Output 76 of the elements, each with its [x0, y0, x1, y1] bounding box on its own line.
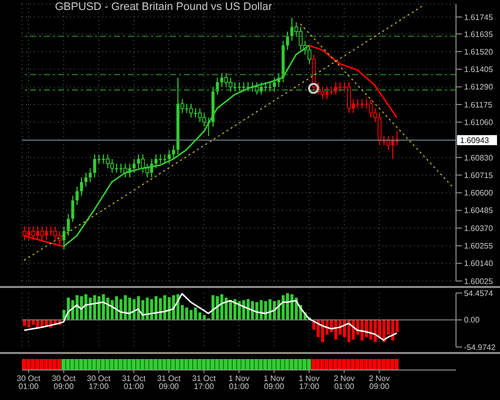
y-tick-label: 1.61060 [464, 118, 494, 128]
y-tick-label: 1.60140 [464, 259, 494, 268]
x-tick-label: 30 Oct 17:00 [86, 374, 112, 391]
chart-title: GBPUSD - Great Britain Pound vs US Dollar [55, 1, 272, 13]
bar [128, 298, 132, 320]
y-tick-label: 1.60715 [464, 170, 494, 180]
ref-line-label: 1.60943 [460, 136, 490, 146]
candlestick [338, 82, 342, 92]
y-tick-label: 1.60370 [464, 224, 494, 233]
x-tick-label: 31 Oct 17:00 [192, 374, 216, 391]
candlestick [334, 82, 338, 96]
candlestick [286, 31, 290, 51]
candlestick [154, 154, 158, 169]
candlestick [216, 77, 219, 96]
y-tick-label: 1.60025 [464, 276, 494, 286]
bar [220, 294, 224, 320]
candlestick [88, 168, 92, 183]
bar [146, 298, 149, 320]
candlestick [320, 86, 324, 100]
candlestick [163, 154, 166, 164]
candlestick [168, 149, 171, 164]
candlestick [53, 226, 58, 241]
candlestick [80, 176, 83, 196]
y-tick-label: 1.61175 [464, 100, 493, 110]
bar [168, 297, 171, 320]
bar [185, 308, 188, 320]
y-tick-label: 0.00 [464, 316, 480, 325]
bar [163, 295, 166, 320]
x-tick-label: 1 Nov 01:00 [228, 374, 250, 391]
candlestick [93, 154, 96, 178]
x-tick-label: 30 Oct 09:00 [52, 374, 76, 391]
candlestick [202, 112, 206, 128]
candlestick [132, 158, 136, 174]
candlestick [268, 82, 272, 92]
y-tick-label: 1.61405 [464, 65, 494, 74]
candlestick [368, 98, 373, 118]
line-series [308, 44, 398, 118]
x-tick-label: 2 Nov 01:00 [334, 374, 355, 391]
candlestick [272, 77, 276, 92]
x-tick-label: 2 Nov 09:00 [368, 374, 390, 391]
x-tick-label: 1 Nov 09:00 [264, 374, 285, 391]
candlestick [356, 98, 360, 109]
y-tick-label: 1.61635 [464, 30, 494, 39]
candlestick [71, 195, 74, 222]
y-tick-label: -54.9742 [464, 342, 496, 352]
y-tick-label: 54.4574 [464, 288, 494, 298]
y-tick-label: 1.61520 [464, 47, 494, 56]
y-tick-label: 1.60830 [464, 153, 494, 162]
candlestick [110, 158, 114, 174]
candlestick [76, 186, 79, 206]
x-tick-label: 31 Oct 01:00 [122, 374, 146, 391]
bar [260, 300, 263, 320]
candlestick [347, 82, 351, 114]
candlestick [238, 82, 241, 92]
candlestick [189, 103, 193, 118]
candlestick [106, 154, 110, 169]
y-tick-label: 1.60485 [464, 206, 494, 216]
x-tick-label: 30 Oct 01:00 [16, 374, 42, 391]
y-tick-label: 1.60600 [464, 188, 494, 198]
bar [88, 298, 92, 320]
y-tick-label: 1.61745 [464, 12, 494, 22]
candlestick [84, 172, 88, 188]
x-tick-label: 31 Oct 09:00 [157, 374, 182, 391]
y-tick-label: 1.61290 [464, 82, 494, 92]
bar [202, 314, 206, 320]
x-tick-label: 1 Nov 17:00 [298, 374, 320, 391]
y-tick-label: 1.60255 [464, 242, 494, 251]
candlestick [172, 144, 176, 160]
candlestick [198, 108, 202, 123]
candlestick [242, 82, 246, 92]
line-series [23, 293, 398, 341]
bar [93, 295, 96, 320]
candlestick [228, 77, 232, 92]
candlestick [378, 112, 382, 146]
candlestick [66, 214, 70, 236]
candlestick [140, 154, 145, 174]
